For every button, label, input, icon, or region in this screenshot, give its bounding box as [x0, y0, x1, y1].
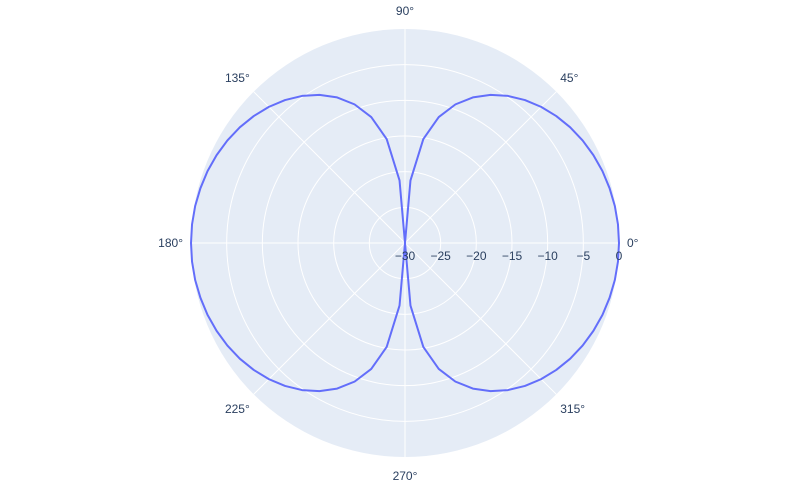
angular-tick-label: 315° [560, 402, 585, 416]
angular-tick-labels: 0° 45° 90° 135° 180° 225° 270° 315° [158, 4, 639, 483]
radial-tick-labels: −30 −25 −20 −15 −10 −5 0 [395, 249, 623, 263]
radial-tick-label: −20 [466, 249, 487, 263]
radial-tick-label: −30 [395, 249, 416, 263]
angular-tick-label: 180° [158, 236, 183, 250]
radial-tick-label: −10 [537, 249, 558, 263]
angular-grid-spoke-1 [404, 91, 557, 244]
angular-tick-label: 90° [396, 4, 414, 18]
radial-tick-label: −15 [502, 249, 523, 263]
radial-tick-label: −25 [430, 249, 451, 263]
angular-grid-spoke-5 [253, 242, 406, 395]
angular-tick-label: 135° [225, 71, 250, 85]
angular-tick-label: 45° [560, 71, 578, 85]
series-line-0 [190, 93, 620, 393]
angular-tick-label: 225° [225, 402, 250, 416]
polar-grid-layer [191, 29, 619, 457]
angular-grid-spoke-3 [253, 91, 406, 244]
angular-grid-spoke-7 [404, 242, 557, 395]
angular-tick-label: 0° [627, 236, 639, 250]
angular-tick-label: 270° [393, 469, 418, 483]
radial-tick-label: 0 [616, 249, 623, 263]
series-layer [190, 93, 620, 393]
radial-tick-label: −5 [576, 249, 590, 263]
